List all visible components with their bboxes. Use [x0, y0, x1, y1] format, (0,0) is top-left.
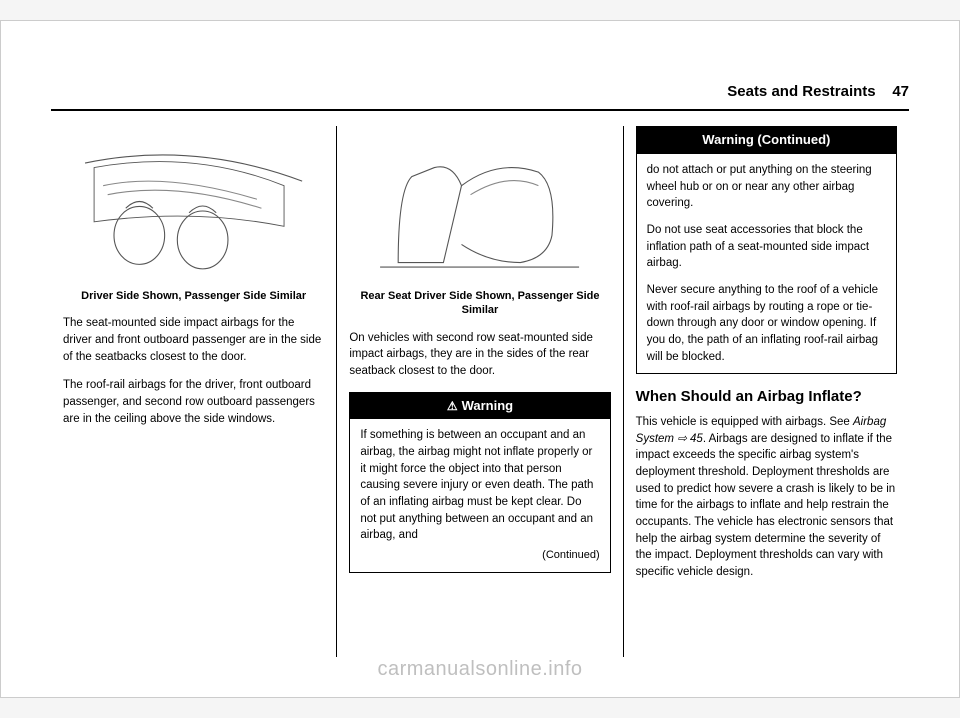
lineart-seat-airbag-icon: [362, 134, 597, 274]
warning-box: ⚠ Warning If something is between an occu…: [349, 392, 610, 573]
warning-text: Do not use seat accessories that block t…: [647, 222, 886, 272]
warning-title: Warning: [462, 398, 514, 413]
warning-header-continued: Warning (Continued): [637, 127, 896, 154]
lineart-interior-airbag-icon: [76, 134, 311, 274]
section-heading: When Should an Airbag Inflate?: [636, 386, 897, 408]
page-number: 47: [892, 83, 909, 100]
warning-header: ⚠ Warning: [350, 393, 609, 420]
body-text: This vehicle is equipped with airbags. S…: [636, 416, 853, 428]
warning-box-continued: Warning (Continued) do not attach or put…: [636, 126, 897, 374]
paragraph: This vehicle is equipped with airbags. S…: [636, 414, 897, 581]
continued-label: (Continued): [360, 544, 599, 564]
body-text: . Airbags are designed to inflate if the…: [636, 433, 896, 578]
warning-text: do not attach or put anything on the ste…: [647, 162, 886, 212]
column-3: Warning (Continued) do not attach or put…: [623, 126, 909, 657]
warning-body-continued: do not attach or put anything on the ste…: [637, 154, 896, 373]
warning-triangle-icon: ⚠: [447, 399, 458, 413]
figure-rear-seat-airbag: [349, 126, 610, 281]
figure-roof-rail-airbag: [63, 126, 324, 281]
header-rule: [51, 109, 909, 111]
manual-page: Seats and Restraints 47: [0, 20, 960, 698]
running-header: Seats and Restraints 47: [727, 83, 909, 100]
warning-body: If something is between an occupant and …: [350, 419, 609, 572]
figure-caption-1: Driver Side Shown, Passenger Side Simila…: [63, 289, 324, 303]
warning-text: Never secure anything to the roof of a v…: [647, 282, 886, 365]
paragraph: The roof-rail airbags for the driver, fr…: [63, 377, 324, 427]
section-name: Seats and Restraints: [727, 83, 875, 100]
column-1: Driver Side Shown, Passenger Side Simila…: [51, 126, 336, 657]
paragraph: On vehicles with second row seat-mounted…: [349, 330, 610, 380]
figure-caption-2: Rear Seat Driver Side Shown, Passenger S…: [349, 289, 610, 318]
column-2: Rear Seat Driver Side Shown, Passenger S…: [336, 126, 622, 657]
content-columns: Driver Side Shown, Passenger Side Simila…: [51, 126, 909, 657]
paragraph: The seat-mounted side impact airbags for…: [63, 315, 324, 365]
warning-text: If something is between an occupant and …: [360, 429, 593, 541]
